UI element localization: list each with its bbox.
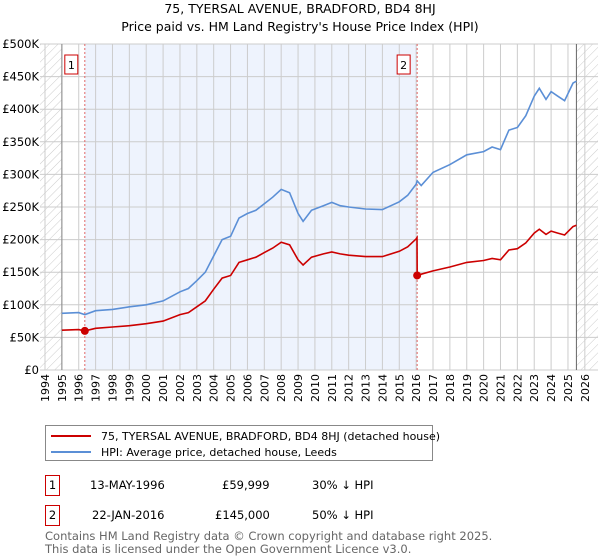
- property-price-line: [61, 224, 577, 332]
- legend-label: 75, TYERSAL AVENUE, BRADFORD, BD4 8HJ (d…: [101, 429, 441, 443]
- x-tick-label: 1999: [123, 374, 136, 402]
- x-tick-label: 1996: [73, 374, 86, 402]
- price-chart: £0 £50K £100K £150K £200K £250K £300K £350K £400…: [2, 37, 598, 402]
- x-tick-label: 1994: [39, 374, 52, 402]
- y-tick-label: £0: [24, 363, 39, 377]
- sale-date: 13-MAY-1996: [90, 478, 165, 492]
- x-tick-label: 2014: [376, 374, 389, 402]
- sale-hpi-diff: 30% ↓ HPI: [312, 478, 374, 492]
- sale-date: 22-JAN-2016: [92, 508, 165, 522]
- y-tick-label: £250K: [2, 200, 39, 214]
- x-tick-label: 1997: [90, 374, 103, 402]
- x-tick-label: 1998: [106, 374, 119, 402]
- x-tick-label: 2023: [528, 374, 541, 402]
- chart-subtitle: Price paid vs. HM Land Registry's House …: [121, 19, 479, 34]
- x-tick-label: 2021: [494, 374, 507, 402]
- y-tick-label: £500K: [2, 37, 39, 51]
- y-tick-label: £200K: [2, 233, 39, 247]
- x-tick-label: 2003: [191, 374, 204, 402]
- sale-row-2: 2 22-JAN-2016 £145,000 50% ↓ HPI: [45, 505, 445, 527]
- y-tick-label: £400K: [2, 102, 39, 116]
- x-tick-label: 2018: [444, 374, 457, 402]
- x-tick-label: 2024: [545, 374, 558, 402]
- sale-hpi-diff: 50% ↓ HPI: [312, 508, 374, 522]
- sale-point: [80, 326, 89, 335]
- x-tick-label: 2025: [562, 374, 575, 402]
- y-tick-label: £300K: [2, 167, 39, 181]
- sale-label-box: [396, 54, 411, 75]
- x-tick-label: 2020: [478, 374, 491, 402]
- footer-copyright: Contains HM Land Registry data © Crown c…: [45, 529, 493, 543]
- x-tick-label: 2007: [258, 374, 271, 402]
- x-tick-label: 2016: [410, 374, 423, 402]
- legend-swatch-red: [51, 435, 91, 437]
- x-tick-label: 2006: [241, 374, 254, 402]
- x-tick-label: 1995: [56, 374, 69, 402]
- x-tick-label: 2002: [174, 374, 187, 402]
- sale-marker-badge: 2: [45, 505, 60, 526]
- legend: 75, TYERSAL AVENUE, BRADFORD, BD4 8HJ (d…: [45, 425, 440, 461]
- x-tick-label: 2012: [343, 374, 356, 402]
- y-tick-label: £100K: [2, 298, 39, 312]
- x-tick-label: 2011: [326, 374, 339, 402]
- y-tick-label: £350K: [2, 135, 39, 149]
- x-tick-label: 2010: [309, 374, 322, 402]
- x-tick-label: 2019: [461, 374, 474, 402]
- legend-label: HPI: Average price, detached house, Leed…: [101, 445, 337, 459]
- x-tick-label: 2015: [393, 374, 406, 402]
- x-tick-label: 2022: [511, 374, 524, 402]
- y-tick-label: £50K: [10, 330, 40, 344]
- y-tick-label: £450K: [2, 70, 39, 84]
- sale-label: 1: [68, 59, 75, 72]
- sale-marker-badge: 1: [45, 475, 60, 496]
- hpi-line: [61, 80, 577, 316]
- sale-point: [413, 271, 422, 280]
- x-tick-label: 2000: [140, 374, 153, 402]
- sale-price: £59,999: [222, 478, 270, 492]
- x-tick-label: 2017: [427, 374, 440, 402]
- x-tick-label: 2001: [157, 374, 170, 402]
- x-tick-label: 2008: [275, 374, 288, 402]
- sale-label-box: [64, 54, 79, 75]
- y-tick-label: £150K: [2, 265, 39, 279]
- x-tick-label: 2004: [208, 374, 221, 402]
- legend-item-property: 75, TYERSAL AVENUE, BRADFORD, BD4 8HJ (d…: [51, 428, 440, 444]
- x-tick-label: 2026: [579, 374, 592, 402]
- footer-licence: This data is licensed under the Open Gov…: [45, 542, 412, 556]
- sale-price: £145,000: [215, 508, 270, 522]
- legend-item-hpi: HPI: Average price, detached house, Leed…: [51, 444, 337, 460]
- legend-swatch-blue: [51, 451, 91, 453]
- sale-row-1: 1 13-MAY-1996 £59,999 30% ↓ HPI: [45, 475, 445, 497]
- chart-title: 75, TYERSAL AVENUE, BRADFORD, BD4 8HJ: [164, 1, 436, 16]
- x-tick-label: 2009: [292, 374, 305, 402]
- x-tick-label: 2005: [225, 374, 238, 402]
- sale-label: 2: [400, 59, 407, 72]
- x-tick-label: 2013: [360, 374, 373, 402]
